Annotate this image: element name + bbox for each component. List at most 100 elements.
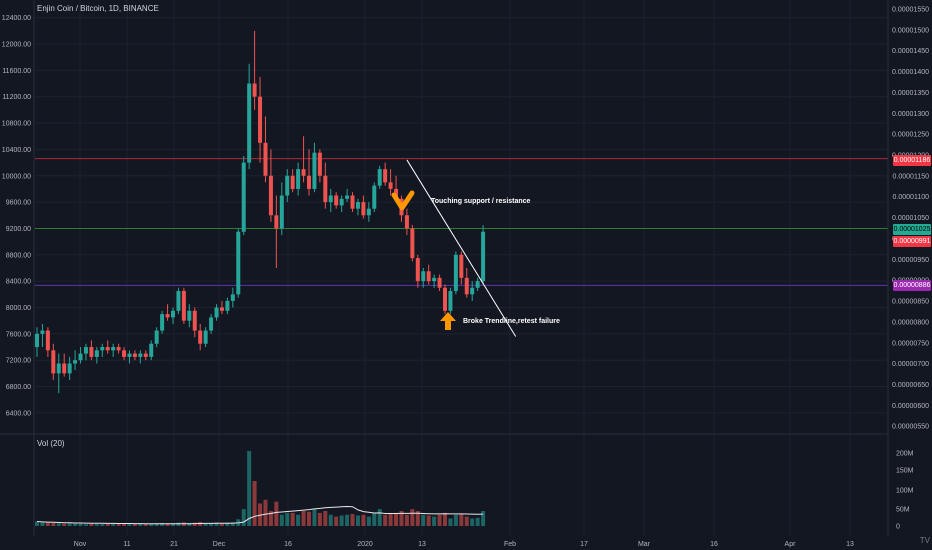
volume-bar [404,514,409,526]
right-axis-tick: 0.00001100 [893,194,930,201]
volume-bar [214,522,219,526]
time-axis-tick: Mar [638,541,651,548]
candle-body [111,347,116,351]
candle-body [350,195,355,209]
volume-bar [247,451,252,526]
volume-bar [176,522,181,526]
volume-bar [328,514,333,526]
time-axis[interactable]: Nov 11 21 Dec 16 2020 13 Feb 17 Mar 16 Apr 13 [74,541,854,548]
volume-bar [307,511,311,526]
right-axis-tick: 0.00000800 [892,319,929,326]
right-axis-tick: 0.00001550 [892,7,929,14]
left-price-axis[interactable]: 12400.00 12000.00 11600.00 11200.00 10800.00… [2,15,31,417]
candle-body [176,291,181,311]
volume-bar [116,524,121,526]
right-axis-tick: 0.00001050 [892,215,929,222]
annotation-support[interactable]: Touching support / resistance [431,198,531,205]
candle-body [89,347,94,357]
volume-bar [355,515,360,526]
volume-bar [312,509,317,526]
volume-bar [361,514,366,526]
candle-body [279,195,284,229]
right-axis-tick: 0.00000750 [892,340,929,347]
right-axis-tick: 0.00001250 [892,132,929,139]
price-tag-current: 0.00000991 [893,236,931,247]
volume-indicator-label[interactable]: Vol (20) [37,439,65,448]
volume-bar [40,522,45,526]
candle-body [432,277,437,282]
candle-body [149,343,154,357]
volume-bar [481,511,486,526]
candle-body [154,330,159,344]
price-tag-resistance: 0.00001186 [893,155,931,166]
volume-bar [187,523,192,526]
tradingview-logo[interactable]: TV [919,536,930,545]
candle-body [383,169,388,183]
candle-body [355,202,360,209]
candle-body [328,195,333,203]
candle-body [301,169,306,176]
volume-bar [470,518,475,526]
candle-body [247,83,252,163]
volume-bar [149,523,154,526]
candle-body [258,96,263,143]
candle-body [100,347,105,351]
time-axis-tick: 17 [580,541,588,548]
candle-body [481,231,486,282]
volume-bar [241,509,246,526]
candle-body [448,291,453,311]
candle-body [296,169,301,189]
volume-bar [366,516,371,526]
candle-body [45,330,50,351]
candle-body [94,350,99,357]
volume-bar [263,499,268,526]
left-axis-tick: 6800.00 [6,384,31,391]
left-axis-tick: 12000.00 [2,42,31,49]
volume-bar [339,515,344,526]
orange-arrow-down-icon [391,190,415,211]
volume-bar [464,516,469,526]
candle-body [62,363,67,374]
symbol-title[interactable]: Enjin Coin / Bitcoin, 1D, BINANCE [37,4,159,13]
candle-body [236,231,241,295]
volume-bar [219,523,224,526]
volume-bar [296,514,301,526]
annotation-trendline[interactable]: Broke Trendline,retest failure [463,318,560,325]
left-axis-tick: 9600.00 [6,200,31,207]
volume-bar [383,514,388,526]
volume-bar [459,514,464,526]
candle-body [334,195,339,206]
candle-body [192,310,197,331]
time-axis-tick: 16 [710,541,718,548]
time-axis-tick: 13 [846,541,854,548]
time-axis-tick: Dec [213,541,226,548]
volume-bar [279,514,284,526]
candle-body [230,294,235,301]
candle-body [122,350,127,357]
candle-body [307,175,311,189]
candle-body [160,314,165,331]
volume-bar [426,515,431,526]
volume-bar [301,511,306,526]
right-axis-tick: 0.00000700 [892,361,929,368]
candle-body [105,347,110,351]
volume-bar [410,509,415,526]
candle-body [83,347,88,354]
left-axis-tick: 11200.00 [2,94,31,101]
right-axis-tick: 0.00000650 [892,382,929,389]
left-axis-tick: 10000.00 [2,173,31,180]
downtrend-line[interactable] [406,159,517,337]
left-axis-tick: 8400.00 [6,279,31,286]
volume-bar [372,512,377,526]
volume-bars [35,451,486,526]
left-axis-tick: 8000.00 [6,305,31,312]
right-price-axis[interactable]: 0.00001550 0.00001500 0.00001450 0.00001400… [892,7,929,431]
time-axis-tick: Feb [504,541,516,548]
candle-body [366,208,371,216]
volume-bar [258,503,263,526]
volume-bar [209,523,214,526]
candle-body [388,182,393,189]
volume-bar [377,509,382,526]
candle-body [377,169,382,186]
